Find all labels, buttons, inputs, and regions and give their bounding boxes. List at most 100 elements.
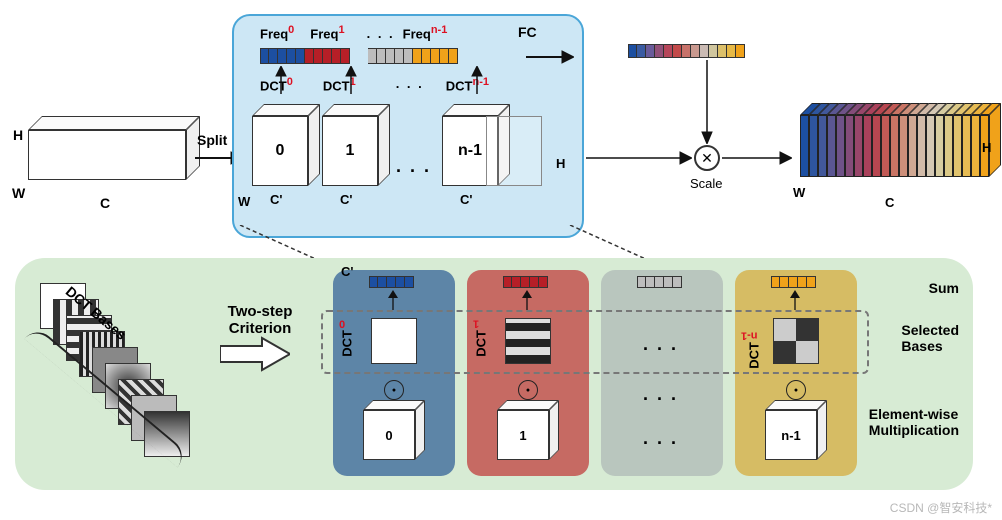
freq-cell bbox=[431, 48, 440, 64]
to-output-arrow bbox=[722, 148, 792, 168]
freq-bar bbox=[260, 48, 458, 64]
out-slice bbox=[899, 115, 908, 177]
sum-up-arrow bbox=[387, 290, 399, 310]
freq-cell bbox=[413, 48, 422, 64]
fc-down-arrow bbox=[700, 60, 714, 144]
fc-cell bbox=[664, 44, 673, 58]
out-slice bbox=[845, 115, 854, 177]
elemwise-odot-icon: ● bbox=[786, 380, 806, 400]
out-slice bbox=[971, 115, 980, 177]
sum-cell bbox=[637, 276, 646, 288]
out-slice bbox=[800, 115, 809, 177]
freq-cell bbox=[269, 48, 278, 64]
twostep-label: Two-step Criterion bbox=[220, 303, 300, 337]
sum-cell bbox=[539, 276, 548, 288]
sum-cell bbox=[512, 276, 521, 288]
scale-multiply-icon: ✕ bbox=[694, 145, 720, 171]
freq-labels-row: Freq0 Freq1 . . . Freqn-1 bbox=[260, 24, 461, 41]
freq-cell bbox=[296, 48, 305, 64]
sum-cell bbox=[798, 276, 807, 288]
out-slice bbox=[935, 115, 944, 177]
out-slice bbox=[827, 115, 836, 177]
out-slice bbox=[917, 115, 926, 177]
selected-base-1 bbox=[505, 318, 551, 364]
sum-cell bbox=[369, 276, 378, 288]
freq-label-1: Freq1 bbox=[310, 24, 344, 41]
elemwise-label: Element-wise Multiplication bbox=[869, 406, 959, 438]
sum-cell bbox=[655, 276, 664, 288]
sum-label: Sum bbox=[929, 280, 959, 296]
sum-cell bbox=[771, 276, 780, 288]
freq-cell bbox=[368, 48, 377, 64]
dim-C: C bbox=[100, 195, 110, 211]
col-ellipsis: . . . bbox=[643, 428, 678, 449]
freq-cell bbox=[323, 48, 332, 64]
dct-vertical-label-0: DCT0 bbox=[339, 318, 354, 357]
dct-panel: Freq0Freq1. . .Freqn-1 FC DCT0DCT1. . .D… bbox=[232, 14, 584, 238]
watermark: CSDN @智安科技* bbox=[890, 499, 992, 516]
dim-H: H bbox=[13, 127, 23, 143]
fc-cell bbox=[736, 44, 745, 58]
out-slice bbox=[863, 115, 872, 177]
freq-cell bbox=[395, 48, 404, 64]
freq-label-3: Freqn-1 bbox=[403, 24, 448, 41]
sum-cell bbox=[530, 276, 539, 288]
dct-up-arrow-n1 bbox=[470, 66, 484, 94]
freq-cell bbox=[377, 48, 386, 64]
big-arrow-icon bbox=[220, 336, 290, 372]
blue-H: H bbox=[556, 156, 565, 171]
out-C: C bbox=[885, 195, 894, 210]
out-slice bbox=[944, 115, 953, 177]
freq-cell bbox=[422, 48, 431, 64]
sum-cell bbox=[664, 276, 673, 288]
fc-cell bbox=[673, 44, 682, 58]
sum-cell bbox=[396, 276, 405, 288]
selected-base-0 bbox=[371, 318, 417, 364]
cprime-label: C' bbox=[341, 264, 353, 279]
dct-vertical-label-3: DCTn-1 bbox=[741, 318, 762, 369]
out-slice bbox=[881, 115, 890, 177]
bottom-panel: DCT Bases Two-step Criterion C' DCT0●0DC… bbox=[15, 258, 973, 490]
col-ellipsis: . . . bbox=[643, 384, 678, 405]
sum-bar-1 bbox=[503, 276, 548, 288]
freq-ellipsis: . . . bbox=[367, 26, 395, 41]
fc-cell bbox=[682, 44, 691, 58]
sum-cell bbox=[378, 276, 387, 288]
dct-vertical-label-1: DCT1 bbox=[473, 318, 488, 357]
sum-up-arrow bbox=[789, 290, 801, 310]
fc-cell bbox=[709, 44, 718, 58]
out-slice bbox=[809, 115, 818, 177]
fc-cell bbox=[628, 44, 637, 58]
fc-cell bbox=[691, 44, 700, 58]
freq-cell bbox=[260, 48, 269, 64]
out-slice bbox=[926, 115, 935, 177]
cubes-ellipsis: . . . bbox=[396, 156, 431, 177]
out-slice bbox=[854, 115, 863, 177]
out-slice bbox=[953, 115, 962, 177]
sum-cell bbox=[521, 276, 530, 288]
freq-label-0: Freq0 bbox=[260, 24, 294, 41]
out-slice bbox=[890, 115, 899, 177]
out-slice bbox=[836, 115, 845, 177]
sum-cell bbox=[673, 276, 682, 288]
col-ellipsis: . . . bbox=[643, 334, 678, 355]
freq-cell bbox=[404, 48, 413, 64]
out-slice bbox=[872, 115, 881, 177]
fc-output-bar bbox=[628, 44, 745, 58]
sum-cell bbox=[807, 276, 816, 288]
elemwise-odot-icon: ● bbox=[384, 380, 404, 400]
sum-bar-gray bbox=[637, 276, 682, 288]
freq-cell bbox=[440, 48, 449, 64]
freq-cell bbox=[287, 48, 296, 64]
blue-W: W bbox=[238, 194, 250, 209]
overlap-cube bbox=[486, 116, 542, 186]
fc-label: FC bbox=[518, 24, 537, 40]
sum-up-arrow bbox=[521, 290, 533, 310]
fc-cell bbox=[727, 44, 736, 58]
fc-cell bbox=[655, 44, 664, 58]
top-section: H W C Split Freq0Freq1. . .Freqn-1 FC DC… bbox=[0, 0, 1002, 250]
sum-cell bbox=[646, 276, 655, 288]
selected-bases-label: Selected Bases bbox=[901, 322, 959, 354]
freq-cell bbox=[314, 48, 323, 64]
dct-ellipsis: . . . bbox=[396, 76, 424, 93]
